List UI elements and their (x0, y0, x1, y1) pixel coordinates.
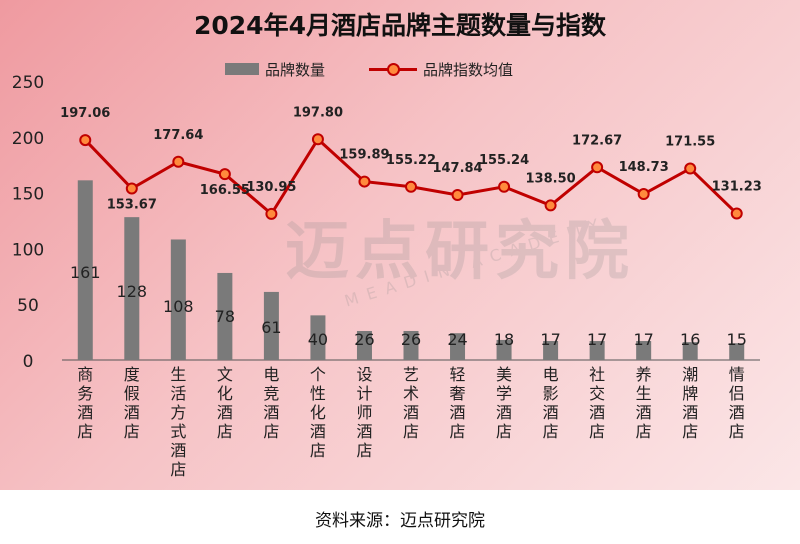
line-value-label: 197.06 (60, 106, 110, 121)
bar-value-label: 61 (261, 318, 281, 337)
bar (356, 330, 372, 360)
line-value-label: 138.50 (526, 171, 576, 186)
bar (217, 272, 233, 360)
line-value-label: 148.73 (619, 160, 669, 175)
bar (170, 239, 186, 360)
y-tick-label: 50 (17, 296, 39, 316)
index-point (498, 180, 511, 193)
bar-value-label: 128 (117, 282, 148, 301)
bar-value-label: 161 (70, 263, 101, 282)
legend: 品牌数量 品牌指数均值 (225, 58, 513, 80)
index-point (79, 134, 92, 147)
bar (124, 217, 140, 360)
category-label: 商务酒店 (77, 365, 93, 441)
bar-value-label: 15 (727, 330, 747, 349)
category-label: 养生酒店 (636, 365, 652, 441)
bar-value-label: 17 (633, 330, 653, 349)
bar (729, 343, 745, 360)
category-label: 社交酒店 (589, 365, 605, 441)
y-tick-label: 250 (12, 73, 44, 93)
category-label: 度假酒店 (124, 365, 140, 441)
index-point (311, 133, 324, 146)
bar-value-label: 17 (540, 330, 560, 349)
category-label: 设计师酒店 (356, 365, 372, 460)
bar-value-label: 17 (587, 330, 607, 349)
index-point (265, 207, 278, 220)
index-point (684, 162, 697, 175)
bar-value-label: 108 (163, 297, 194, 316)
line-value-label: 172.67 (572, 133, 622, 148)
index-point (544, 199, 557, 212)
source-note: 资料来源：迈点研究院 (315, 511, 485, 531)
line-value-label: 155.24 (479, 153, 529, 168)
y-tick-label: 100 (12, 240, 44, 260)
bar (403, 330, 419, 360)
y-tick-label: 0 (23, 352, 34, 372)
line-value-label: 166.55 (200, 183, 250, 198)
line-value-label: 155.22 (386, 153, 436, 168)
bar-value-label: 26 (354, 330, 374, 349)
line-value-label: 130.95 (246, 180, 296, 195)
category-label: 潮牌酒店 (682, 365, 698, 441)
chart-title: 2024年4月酒店品牌主题数量与指数 (194, 11, 606, 40)
bar (496, 339, 512, 360)
index-point (125, 182, 138, 195)
index-point (405, 180, 417, 193)
index-point (358, 175, 371, 188)
y-tick-label: 150 (12, 185, 44, 205)
bar (77, 180, 93, 360)
bar (636, 341, 652, 360)
bar-value-label: 24 (447, 330, 467, 349)
legend-bar-swatch (225, 63, 259, 75)
line-value-label: 153.67 (107, 198, 157, 213)
bar (589, 341, 605, 360)
index-point (218, 168, 231, 181)
category-label: 电影酒店 (543, 365, 559, 441)
legend-line-label: 品牌指数均值 (423, 60, 514, 79)
bar-value-label: 40 (308, 330, 328, 349)
line-value-label: 197.80 (293, 105, 343, 120)
bar-value-label: 18 (494, 330, 514, 349)
bar (450, 333, 466, 360)
category-label: 情侣酒店 (729, 365, 745, 441)
legend-line-swatch (369, 63, 418, 76)
bar-value-label: 16 (680, 330, 700, 349)
legend-bar-label: 品牌数量 (265, 60, 326, 79)
index-point (730, 207, 743, 220)
index-point (591, 161, 604, 174)
category-label: 艺术酒店 (403, 365, 419, 441)
category-label: 生活方式酒店 (170, 365, 186, 479)
line-value-label: 177.64 (153, 128, 203, 143)
category-label: 文化酒店 (217, 365, 233, 441)
line-value-label: 159.89 (339, 148, 389, 163)
chart-plot: 0 50 100 150 200 250 161 128 108 78 61 40 26 26 24 18 17… (12, 73, 762, 479)
bar (682, 342, 698, 360)
bar (543, 341, 559, 360)
line-value-label: 131.23 (712, 180, 762, 195)
index-point (451, 189, 464, 202)
category-label: 美学酒店 (496, 365, 512, 441)
index-line (84, 136, 738, 217)
index-point (637, 188, 650, 201)
index-point (172, 155, 185, 168)
line-value-label: 147.84 (432, 161, 482, 176)
category-label: 轻奢酒店 (450, 365, 466, 441)
bar (263, 291, 279, 360)
bar-value-label: 78 (215, 307, 235, 326)
line-value-label: 171.55 (665, 135, 715, 150)
category-label: 个性化酒店 (310, 365, 326, 460)
bar-value-label: 26 (401, 330, 421, 349)
category-label: 电竞酒店 (263, 365, 279, 441)
bar (310, 315, 326, 360)
y-tick-label: 200 (12, 129, 44, 149)
